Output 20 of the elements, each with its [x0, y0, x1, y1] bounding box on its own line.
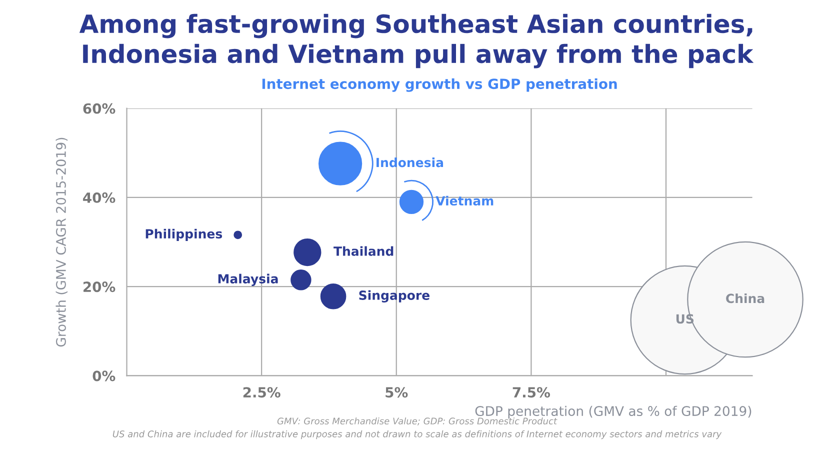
x-tick-label: 7.5% [512, 387, 550, 398]
chart-subtitle: Internet economy growth vs GDP penetration [262, 78, 617, 92]
annotation: Malaysia [218, 274, 278, 286]
x-axis-title: GDP penetration (GMV as % of GDP 2019) [475, 406, 752, 419]
x-tick-label: 5% [386, 387, 408, 398]
y-tick-label: 60% [83, 103, 116, 114]
text: US and China are included for illustrative purposes and not drawn to scale as definitions of Internet economy sectors and metrics vary [112, 430, 722, 440]
y-axis-title: Growth (GMV CAGR 2015-2019) [56, 138, 68, 347]
annotation: Thailand [334, 246, 394, 256]
annotation: Philippines [146, 228, 222, 241]
y-tick-label: 0% [92, 370, 116, 382]
y-tick-label: 40% [83, 192, 116, 203]
chart-title: Among fast-growing Southeast Asian countries, Indonesia and Vietnam pull away from the pack [79, 14, 754, 68]
x-tick-label: 2.5% [243, 387, 280, 398]
text: GMV: Gross Merchandise Value; GDP: Gross Domestic Product [277, 417, 558, 426]
annotation: Singapore [359, 290, 430, 302]
annotation: Indonesia [376, 158, 444, 168]
annotation: Vietnam [436, 196, 494, 206]
y-tick-label: 20% [84, 282, 116, 292]
annotation: China [726, 293, 764, 304]
